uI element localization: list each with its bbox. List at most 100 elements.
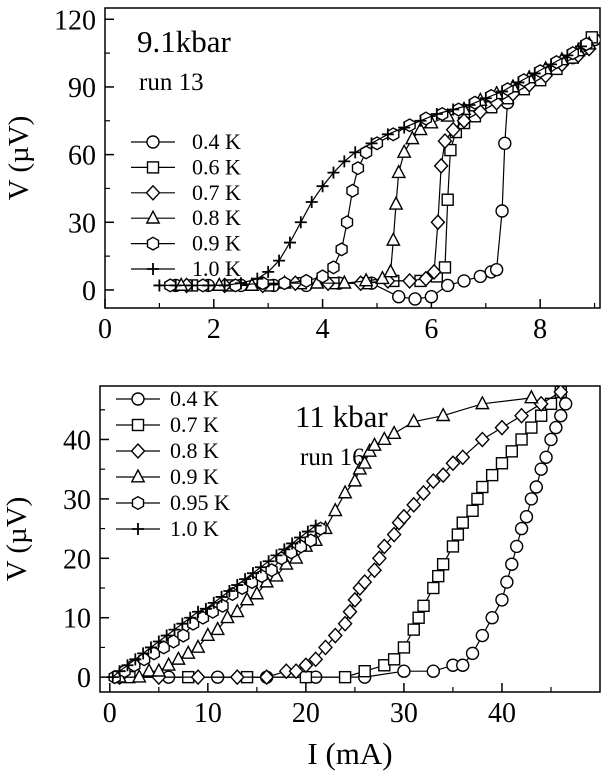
series-0.9K-marker	[335, 242, 348, 257]
series-layer	[153, 31, 600, 306]
legend-label: 1.0 K	[192, 256, 241, 281]
series-0.9K-marker	[580, 36, 593, 52]
x-tick-label: 6	[424, 314, 438, 345]
series-0.8K-marker	[229, 669, 245, 686]
series-1.0K-marker	[113, 665, 126, 678]
legend-label: 0.95 K	[170, 490, 230, 515]
pressure-label-bottom: 11 kbar	[295, 399, 388, 434]
series-0.9K-marker	[316, 269, 329, 284]
series-0.8K-marker	[278, 663, 294, 680]
plot-frame	[99, 385, 601, 693]
series-0.7K-marker	[402, 272, 418, 289]
series-1.0K-marker	[176, 617, 189, 630]
series-0.8K-marker	[425, 473, 441, 490]
series-1.0K-marker	[144, 641, 157, 654]
y-tick-label: 30	[68, 208, 96, 239]
series-0.8K-marker	[404, 130, 420, 145]
series-0.8K-marker	[376, 538, 392, 555]
series-0.7K-marker	[299, 670, 313, 684]
series-1.0K-marker	[430, 108, 443, 121]
series-0.9K-marker	[435, 407, 451, 422]
series-0.6K-marker	[444, 143, 457, 157]
series-1.0K-marker	[137, 647, 150, 660]
series-0.7K-marker	[436, 558, 450, 571]
series-1.0K-marker	[273, 254, 286, 267]
series-0.7K-marker	[432, 569, 445, 583]
series-1.0K-marker	[152, 635, 165, 648]
series-0.8K-marker	[385, 231, 401, 246]
series-1.0K-marker	[246, 567, 259, 580]
series-1.0K-marker	[294, 216, 307, 229]
series-0.6K-marker	[438, 261, 452, 274]
series-1.0K-marker	[286, 537, 299, 550]
series-0.8K-marker	[383, 263, 398, 278]
series-1.0K-marker	[207, 596, 220, 609]
legend-0.4K-marker	[146, 135, 160, 149]
y-tick-label: 90	[68, 73, 96, 104]
legend-1.0K-marker	[132, 523, 144, 535]
series-0.9K-marker	[501, 82, 514, 97]
series-0.7K-marker	[426, 263, 442, 280]
series-1.0K-marker	[512, 76, 525, 89]
series-0.95K-marker	[216, 598, 229, 613]
series-0.9K-marker	[386, 425, 402, 440]
legend-0.8K-marker	[145, 209, 161, 224]
series-0.7K-marker	[430, 214, 446, 231]
y-tick-label: 40	[63, 425, 91, 456]
series-0.8K-marker	[347, 591, 363, 608]
series-0.9K-marker	[340, 215, 354, 230]
series-1.0K-marker	[153, 279, 166, 292]
y-tick-label: 20	[63, 544, 91, 575]
series-0.8K-marker	[327, 627, 343, 644]
run-label-bottom: run 16	[300, 444, 365, 471]
series-1.0K-marker	[169, 279, 182, 292]
series-0.8K-marker	[211, 276, 227, 291]
series-0.9K-marker	[278, 276, 291, 291]
y-axis-label-top: V (µV)	[3, 116, 35, 201]
series-1.0K-marker	[184, 611, 197, 624]
series-0.8K-marker	[259, 669, 275, 686]
series-0.7K-marker	[417, 599, 430, 613]
series-0.7K-marker	[495, 457, 509, 470]
series-1.0K-marker	[199, 602, 212, 615]
series-0.9K-marker	[517, 73, 530, 88]
series-0.95K-marker	[177, 628, 190, 643]
y-tick-label: 60	[68, 141, 96, 172]
series-0.4K-marker	[485, 611, 499, 625]
series-0.7K-marker	[433, 157, 449, 174]
run-label-top: run 13	[139, 69, 204, 96]
x-tick-label: 8	[533, 314, 547, 345]
series-0.4K-marker	[544, 432, 558, 447]
series-0.8K-marker	[445, 455, 461, 472]
series-0.7K-marker	[387, 653, 401, 666]
series-0.8K-marker	[413, 121, 428, 136]
legend-0.8K-marker	[130, 442, 146, 460]
series-1.0K-marker	[301, 525, 314, 538]
series-0.4K-marker	[495, 204, 509, 218]
series-0.8K-marker	[288, 663, 304, 680]
x-tick-label: 0	[103, 698, 117, 729]
series-0.9K-marker	[210, 621, 226, 636]
series-0.9K-marker	[249, 585, 265, 600]
series-0.7K-marker	[472, 103, 488, 120]
y-tick-label: 10	[63, 604, 91, 635]
series-0.7K-marker	[515, 433, 528, 446]
series-1.0K-marker	[186, 279, 199, 292]
x-tick-label: 20	[292, 698, 320, 729]
x-axis-label: I (mA)	[307, 736, 392, 771]
series-0.4K-marker	[514, 521, 529, 536]
series-0.8K-marker	[371, 550, 387, 567]
legend-0.4K-marker	[131, 392, 145, 406]
series-0.8K-marker	[553, 386, 569, 400]
series-0.8K-marker	[358, 272, 374, 287]
series-0.8K-marker	[337, 615, 353, 632]
legend-0.7K-marker	[145, 184, 161, 201]
series-0.9K-marker	[229, 603, 245, 618]
x-tick-label: 4	[316, 314, 330, 345]
series-0.4K-marker	[500, 575, 514, 589]
series-0.8K-marker	[396, 508, 412, 525]
series-0.4K-marker	[529, 480, 543, 494]
series-0.8K-marker	[514, 407, 530, 424]
series-0.9K-marker	[337, 484, 353, 499]
series-0.4K-marker	[408, 292, 422, 306]
